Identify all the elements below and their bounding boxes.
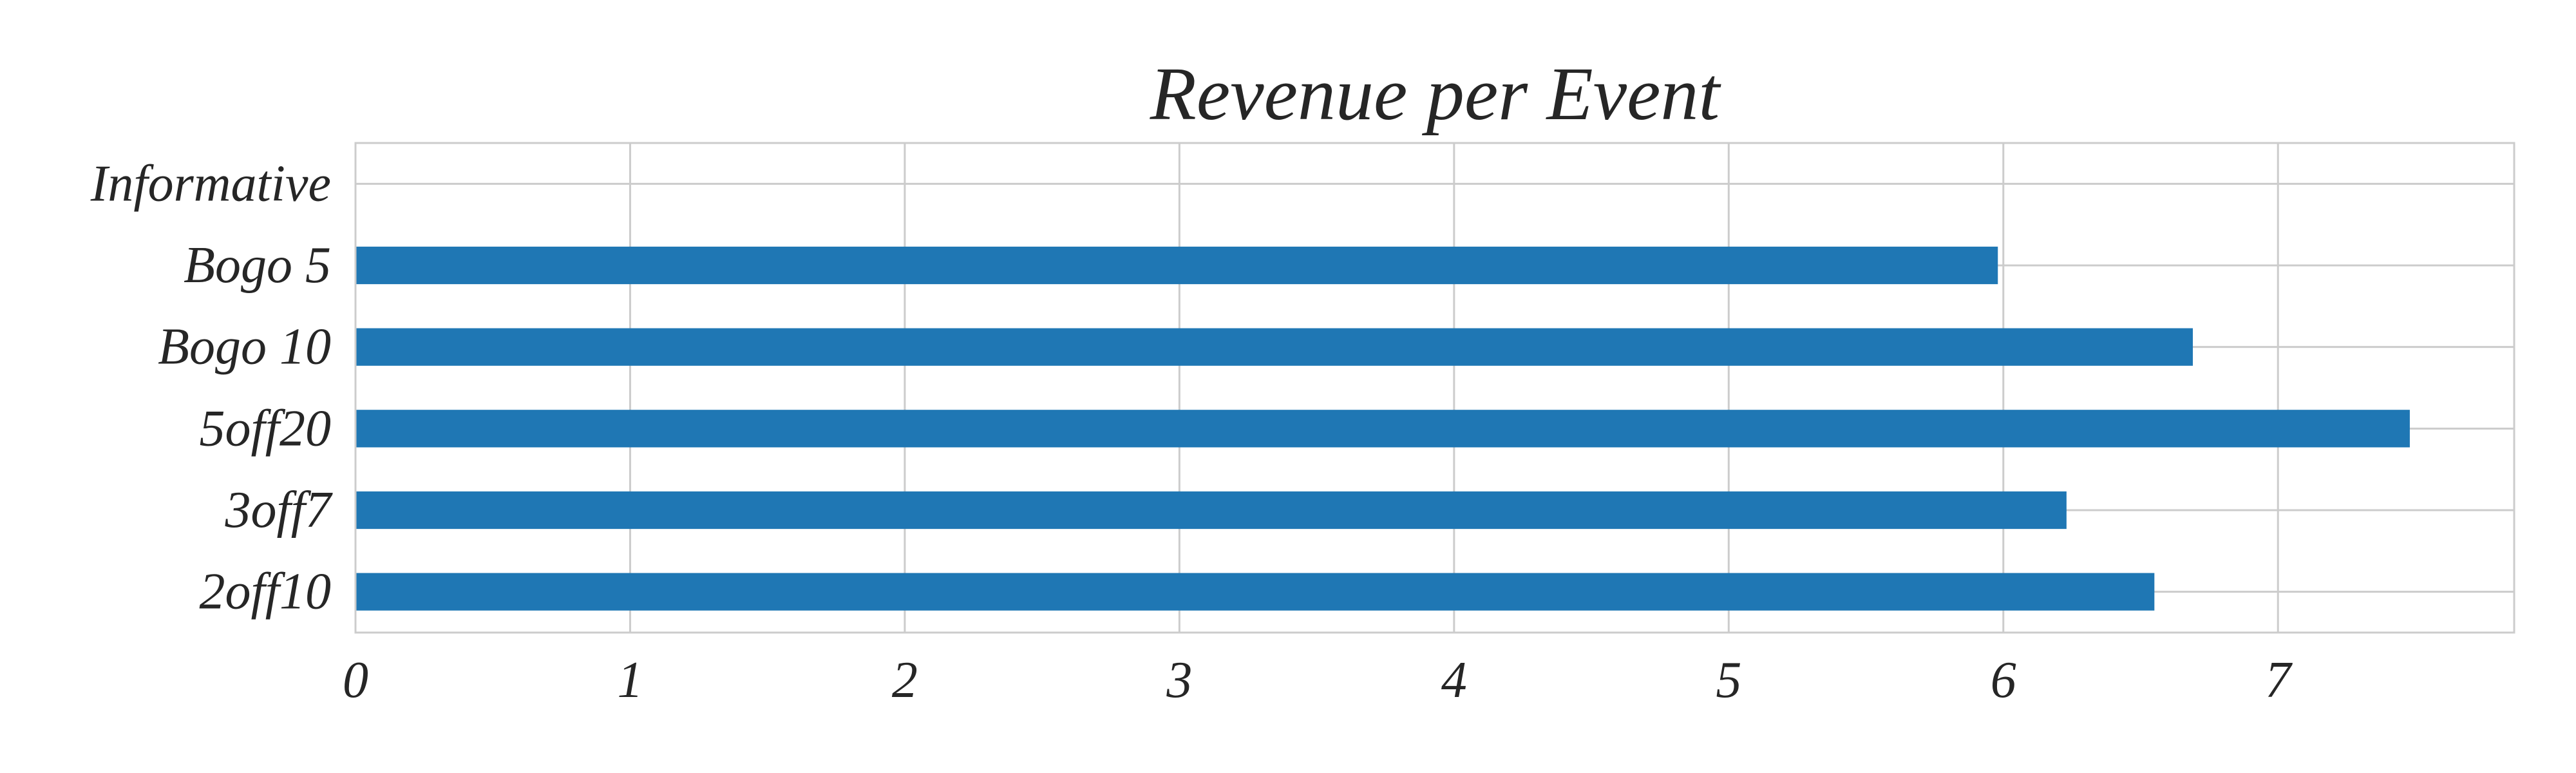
x-tick-label: 6	[1991, 652, 2016, 709]
bars-layer: Informative: 0Bogo 5: 5.98Bogo 10: 6.695…	[355, 246, 2410, 611]
y-tick-label: 2off10	[200, 564, 331, 620]
x-tick-label: 1	[617, 652, 643, 709]
bar: 5off20: 7.48	[355, 410, 2410, 448]
bar: Bogo 5: 5.98	[355, 246, 1998, 285]
bar: Bogo 10: 6.69	[355, 328, 2193, 366]
y-tick-label: 5off20	[200, 400, 331, 457]
bar: 3off7: 6.23	[355, 491, 2067, 530]
y-tick-label: 3off7	[225, 482, 333, 539]
y-tick-label: Informative	[90, 155, 331, 212]
x-tick-label: 7	[2265, 652, 2293, 709]
y-tick-labels: Informative Bogo 5 Bogo 10 5off20 3off7 2off1…	[90, 155, 333, 620]
chart-title: Revenue per Event	[1150, 52, 1722, 136]
x-tick-labels: 0 1 2 3 4 5 6 7	[343, 652, 2293, 709]
axes-frame	[354, 142, 2515, 634]
bar: 2off10: 6.55	[355, 573, 2155, 611]
y-tick-label: Bogo 10	[158, 319, 331, 376]
y-tick-label: Bogo 5	[184, 237, 331, 294]
x-tick-label: 2	[892, 652, 918, 709]
x-tick-label: 4	[1441, 652, 1467, 709]
x-tick-label: 5	[1716, 652, 1741, 709]
x-tick-label: 0	[343, 652, 368, 709]
x-tick-label: 3	[1166, 652, 1192, 709]
